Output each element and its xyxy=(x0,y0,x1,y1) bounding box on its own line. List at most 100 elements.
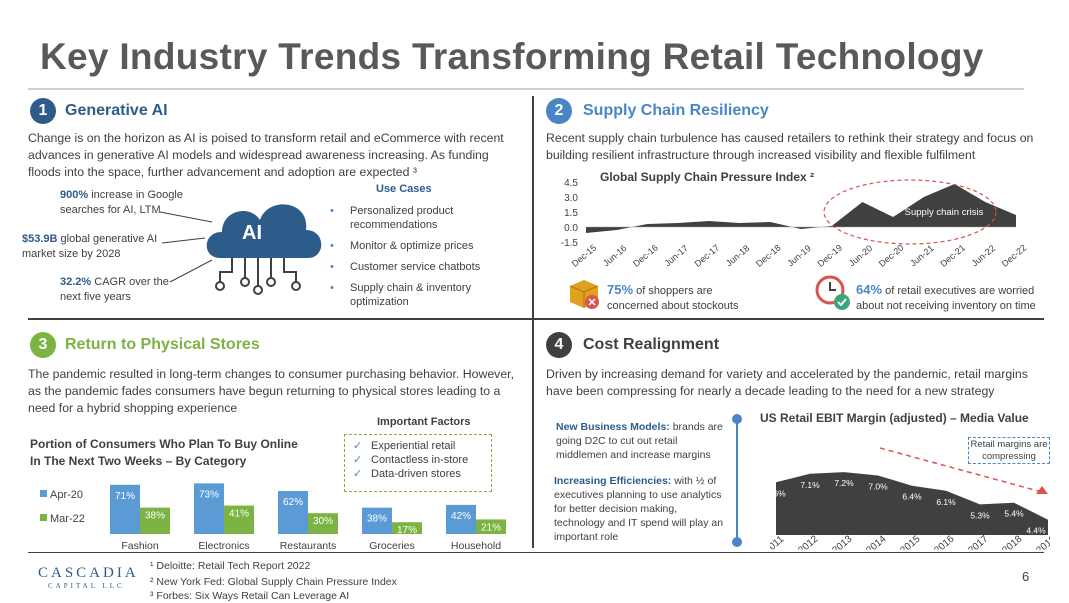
section-4-body: Driven by increasing demand for variety … xyxy=(546,367,1028,398)
section-1-number: 1 xyxy=(30,98,56,124)
bar xyxy=(140,507,170,534)
points-dot xyxy=(732,414,742,424)
ebit-value-label: 6.4% xyxy=(902,492,922,502)
x-tick-label: Dec-19 xyxy=(815,243,844,269)
legend-label: Apr-20 xyxy=(50,489,83,501)
bar xyxy=(110,484,140,534)
x-tick-label: Jun-21 xyxy=(908,243,936,268)
list-item: Personalized product recommendations xyxy=(330,204,490,232)
x-tick-label: Jun-18 xyxy=(724,243,752,268)
bar xyxy=(392,522,422,534)
list-item: Customer service chatbots xyxy=(330,260,490,274)
bar-value-label: 17% xyxy=(397,525,417,536)
ebit-value-label: 6.1% xyxy=(936,497,956,507)
bar xyxy=(224,505,254,534)
x-tick-label: Dec-22 xyxy=(1000,243,1029,269)
y-tick-label: -1.5 xyxy=(561,238,579,249)
ai-stat-google: 900% increase in Google searches for AI,… xyxy=(60,189,183,216)
trend-arrow-line xyxy=(879,447,1043,493)
margins-callout: Retail margins are compressing xyxy=(968,437,1050,464)
legend-swatch xyxy=(40,490,47,497)
factors-title: Important Factors xyxy=(377,416,471,428)
list-item: Data-driven stores xyxy=(353,467,483,481)
section-4-number: 4 xyxy=(546,332,572,358)
bar-value-label: 30% xyxy=(313,516,333,527)
point-business-models: New Business Models: brands are going D2… xyxy=(556,421,723,461)
x-tick-label: Dec-16 xyxy=(631,243,660,269)
list-item: Experiential retail xyxy=(353,439,483,453)
points-line xyxy=(736,416,738,542)
stockout-box-icon xyxy=(569,280,599,309)
bar-value-label: 41% xyxy=(229,509,249,520)
bar xyxy=(476,519,506,534)
stockout-stat: 75% of shoppers are concerned about stoc… xyxy=(607,282,739,312)
use-cases-list: Personalized product recommendations Mon… xyxy=(330,204,490,316)
category-label: Restaurants xyxy=(280,540,337,552)
y-tick-label: 1.5 xyxy=(564,208,578,219)
x-tick-label: Dec-17 xyxy=(693,243,722,269)
section-2-number: 2 xyxy=(546,98,572,124)
crisis-ellipse xyxy=(823,179,997,245)
x-tick-label: 2018 xyxy=(1000,533,1024,550)
ebit-value-label: 7.0% xyxy=(868,482,888,492)
bar-value-label: 38% xyxy=(145,511,165,522)
vertical-divider xyxy=(532,96,534,548)
section-3-number: 3 xyxy=(30,332,56,358)
cloud-label: AI xyxy=(242,222,262,244)
category-label: Fashion xyxy=(121,540,159,552)
bar-value-label: 71% xyxy=(115,491,135,502)
ebit-value-label: 7.2% xyxy=(834,478,854,488)
x-tick-label: 2015 xyxy=(898,533,922,550)
company-logo: CASCADIA xyxy=(38,565,139,581)
category-label: Groceries xyxy=(369,540,415,552)
x-tick-label: Jun-17 xyxy=(662,243,690,268)
bar xyxy=(362,507,392,534)
bottom-divider xyxy=(28,552,1044,553)
x-tick-label: Jun-16 xyxy=(601,243,629,268)
gscpi-area xyxy=(586,184,1016,233)
x-tick-label: Jun-20 xyxy=(847,243,875,268)
section-3-body: The pandemic resulted in long-term chang… xyxy=(28,367,514,415)
gscpi-chart-title: Global Supply Chain Pressure Index ² xyxy=(600,170,815,184)
section-3-title: Return to Physical Stores xyxy=(65,336,260,353)
online-chart-title: Portion of Consumers Who Plan To Buy Onl… xyxy=(30,437,298,468)
bar-value-label: 73% xyxy=(199,489,219,500)
clock-check-icon xyxy=(815,275,850,310)
list-item: Monitor & optimize prices xyxy=(330,239,490,253)
x-tick-label: Dec-20 xyxy=(877,243,906,269)
x-tick-label: Dec-18 xyxy=(754,243,783,269)
footnote-1: ¹ Deloitte: Retail Tech Report 2022 xyxy=(150,560,311,572)
x-tick-label: 2019 xyxy=(1034,533,1050,550)
trend-arrow-head xyxy=(1036,486,1048,494)
x-tick-label: 2014 xyxy=(864,533,888,550)
ai-cloud-icon xyxy=(159,204,322,295)
inventory-stat: 64% of retail executives are worried abo… xyxy=(856,282,1036,312)
crisis-label: Supply chain crisis xyxy=(905,207,984,218)
footnote-2: ² New York Fed: Global Supply Chain Pres… xyxy=(150,576,397,588)
x-tick-label: 2012 xyxy=(796,533,820,550)
bar-value-label: 42% xyxy=(451,511,471,522)
bar-value-label: 62% xyxy=(283,497,303,508)
legend-swatch xyxy=(40,514,47,521)
list-item: Contactless in-store xyxy=(353,453,483,467)
x-tick-label: Jun-22 xyxy=(970,243,998,268)
section-1-body: Change is on the horizon as AI is poised… xyxy=(28,131,504,179)
bar xyxy=(194,483,224,534)
horizontal-divider xyxy=(28,318,1044,320)
category-label: Electronics xyxy=(198,540,249,552)
x-tick-label: Jun-19 xyxy=(785,243,813,268)
legend-label: Mar-22 xyxy=(50,513,85,525)
factors-box: Experiential retail Contactless in-store… xyxy=(344,434,492,492)
online-bar-chart: Apr-20 Mar-22 71% 38% Fashion 73% 41% Electroni… xyxy=(40,483,506,552)
x-tick-label: 2013 xyxy=(830,533,854,550)
list-item: Supply chain & inventory optimization xyxy=(330,281,490,309)
section-2-body: Recent supply chain turbulence has cause… xyxy=(546,131,1034,162)
section-1-title: Generative AI xyxy=(65,102,168,119)
points-dot xyxy=(732,537,742,547)
ebit-area xyxy=(776,472,1048,535)
x-tick-label: Dec-21 xyxy=(938,243,967,269)
title-rule xyxy=(28,88,1024,90)
ebit-value-label: 4.4% xyxy=(1026,526,1046,536)
ebit-value-label: 5.3% xyxy=(970,510,990,520)
bar-value-label: 38% xyxy=(367,514,387,525)
